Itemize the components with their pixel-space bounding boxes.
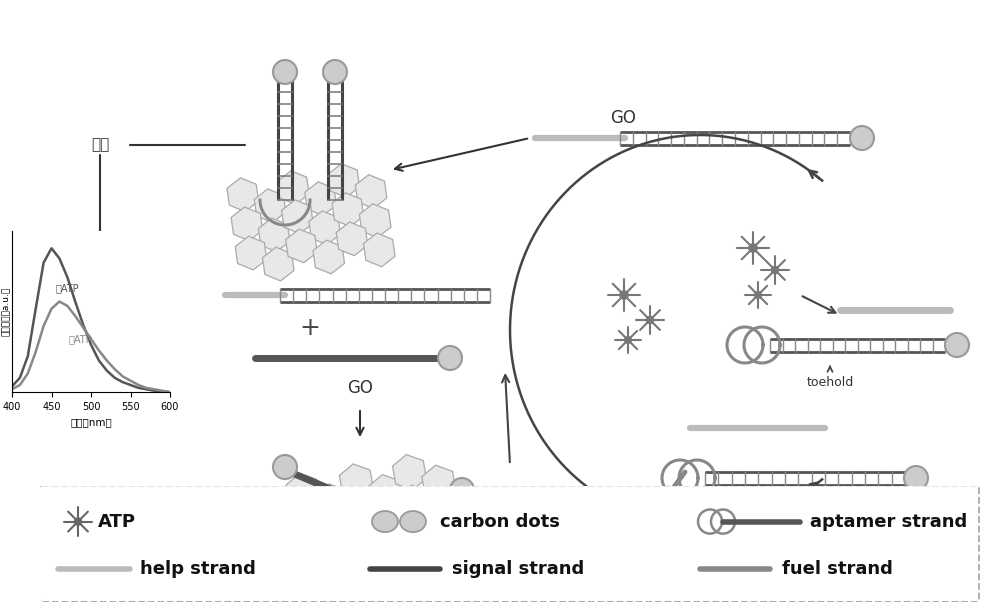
Polygon shape (374, 505, 408, 541)
Circle shape (904, 466, 928, 490)
Polygon shape (263, 247, 294, 281)
Circle shape (749, 244, 757, 252)
Polygon shape (315, 484, 349, 519)
Polygon shape (326, 545, 360, 581)
Polygon shape (328, 164, 360, 198)
Circle shape (754, 291, 762, 299)
Circle shape (620, 291, 628, 300)
Polygon shape (309, 211, 340, 244)
Ellipse shape (400, 511, 426, 532)
Text: +: + (300, 316, 320, 340)
Polygon shape (321, 514, 355, 550)
Circle shape (771, 266, 779, 274)
Polygon shape (398, 485, 432, 520)
Text: GO: GO (347, 379, 373, 397)
Polygon shape (422, 465, 456, 500)
Circle shape (945, 333, 969, 357)
Polygon shape (282, 200, 313, 233)
Text: toehold: toehold (806, 376, 854, 390)
Circle shape (624, 336, 632, 344)
Text: GO: GO (610, 109, 636, 127)
Polygon shape (350, 525, 384, 561)
Polygon shape (235, 236, 267, 270)
Circle shape (273, 60, 297, 84)
Circle shape (850, 126, 874, 150)
Circle shape (273, 455, 297, 479)
Polygon shape (305, 182, 336, 215)
Text: signal strand: signal strand (452, 560, 584, 578)
Polygon shape (227, 178, 259, 212)
Polygon shape (369, 475, 403, 510)
Polygon shape (380, 536, 413, 572)
Polygon shape (359, 204, 391, 238)
Text: fuel strand: fuel strand (782, 560, 893, 578)
Circle shape (450, 478, 474, 502)
Polygon shape (231, 207, 263, 241)
Polygon shape (393, 455, 426, 490)
Polygon shape (364, 233, 395, 267)
Polygon shape (427, 496, 461, 531)
Polygon shape (339, 464, 373, 499)
Circle shape (74, 517, 82, 525)
Polygon shape (286, 229, 317, 263)
Polygon shape (332, 193, 364, 227)
Polygon shape (258, 218, 290, 252)
Polygon shape (297, 534, 331, 570)
Polygon shape (292, 504, 325, 539)
Polygon shape (345, 495, 379, 530)
Polygon shape (433, 527, 467, 562)
Polygon shape (313, 240, 345, 274)
Text: 无ATP: 无ATP (55, 283, 79, 294)
Text: carbon dots: carbon dots (440, 513, 560, 531)
Text: 检测: 检测 (91, 137, 109, 153)
Polygon shape (336, 222, 368, 256)
Polygon shape (254, 189, 286, 223)
Polygon shape (355, 174, 387, 209)
Text: aptamer strand: aptamer strand (810, 513, 967, 531)
Ellipse shape (372, 511, 398, 532)
Text: 检测: 检测 (239, 513, 257, 528)
Polygon shape (278, 171, 309, 204)
Polygon shape (286, 473, 320, 509)
X-axis label: 波长（nm）: 波长（nm） (70, 418, 112, 427)
Circle shape (646, 316, 654, 324)
Text: help strand: help strand (140, 560, 256, 578)
Text: 有ATP: 有ATP (69, 334, 93, 344)
Polygon shape (403, 516, 437, 551)
Circle shape (438, 346, 462, 370)
FancyBboxPatch shape (39, 485, 979, 602)
Circle shape (323, 60, 347, 84)
Y-axis label: 荆光强度（a.u.）: 荆光强度（a.u.） (2, 287, 11, 336)
Text: ATP: ATP (98, 513, 136, 531)
